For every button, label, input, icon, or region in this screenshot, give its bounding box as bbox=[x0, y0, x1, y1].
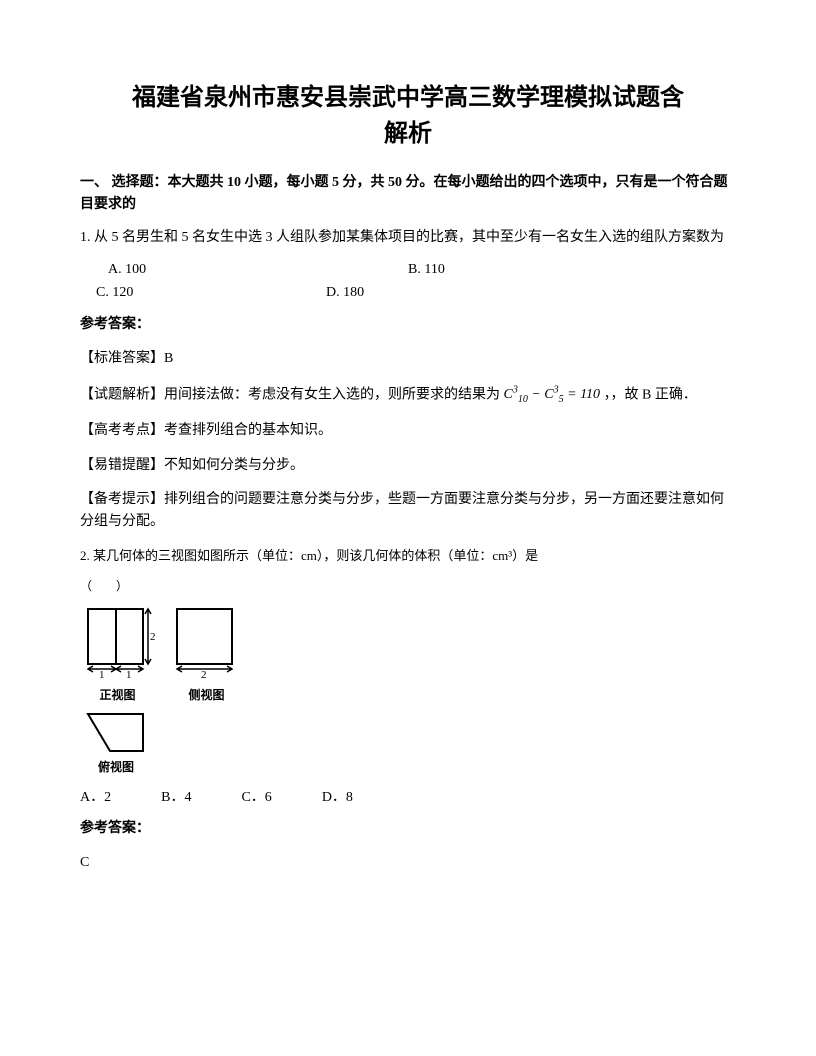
q2-optC: C．6 bbox=[241, 787, 271, 809]
q2-answer: C bbox=[80, 852, 736, 874]
side-view-svg: 2 bbox=[169, 606, 244, 684]
top-view: 俯视图 bbox=[80, 711, 736, 777]
q1-exam-point: 【高考考点】考查排列组合的基本知识。 bbox=[80, 420, 736, 442]
q2-answer-label: 参考答案： bbox=[80, 818, 736, 840]
front-w2-dim: 1 bbox=[126, 669, 132, 681]
q2-optA: A．2 bbox=[80, 787, 111, 809]
top-view-svg bbox=[80, 711, 150, 756]
q2-text: 2. 某几何体的三视图如图所示（单位：cm），则该几何体的体积（单位：cm³）是 bbox=[80, 546, 736, 567]
title-line2: 解析 bbox=[384, 121, 432, 147]
section-header: 一、 选择题：本大题共 10 小题，每小题 5 分，共 50 分。在每小题给出的… bbox=[80, 172, 736, 217]
front-view-svg: 2 1 1 bbox=[80, 606, 155, 684]
q2-optD: D．8 bbox=[322, 787, 353, 809]
top-label: 俯视图 bbox=[98, 758, 134, 777]
q1-analysis-prefix: 【试题解析】用间接法做：考虑没有女生入选的，则所要求的结果为 bbox=[80, 387, 500, 402]
front-view: 2 1 1 正视图 bbox=[80, 606, 155, 705]
q1-analysis: 【试题解析】用间接法做：考虑没有女生入选的，则所要求的结果为 C310 − C3… bbox=[80, 383, 736, 408]
side-label: 侧视图 bbox=[188, 686, 224, 705]
q1-answer-label: 参考答案： bbox=[80, 314, 736, 336]
front-h-dim: 2 bbox=[150, 631, 155, 643]
title-line1: 福建省泉州市惠安县崇武中学高三数学理模拟试题含 bbox=[132, 85, 684, 111]
side-view: 2 侧视图 bbox=[169, 606, 244, 705]
q1-optC: C. 120 bbox=[96, 282, 326, 304]
q2-options: A．2 B．4 C．6 D．8 bbox=[80, 787, 736, 809]
q1-optA: A. 100 bbox=[108, 259, 408, 281]
q2-optB: B．4 bbox=[161, 787, 191, 809]
q1-optD: D. 180 bbox=[326, 282, 364, 304]
q1-std-answer: 【标准答案】B bbox=[80, 348, 736, 370]
three-views-diagram: 2 1 1 正视图 2 侧视图 bbox=[80, 606, 736, 777]
q1-options: A. 100 B. 110 C. 120 D. 180 bbox=[80, 259, 736, 304]
q2-blank: （ ） bbox=[80, 577, 736, 596]
q1-error-tip: 【易错提醒】不知如何分类与分步。 bbox=[80, 455, 736, 477]
q1-prep-tip: 【备考提示】排列组合的问题要注意分类与分步，些题一方面要注意分类与分步，另一方面… bbox=[80, 489, 736, 534]
side-w-dim: 2 bbox=[201, 669, 207, 681]
q1-formula: C310 − C35 = 110 bbox=[504, 387, 604, 402]
q1-optB: B. 110 bbox=[408, 259, 445, 281]
q1-analysis-suffix: ，，故 B 正确． bbox=[604, 387, 697, 402]
page-title: 福建省泉州市惠安县崇武中学高三数学理模拟试题含 解析 bbox=[80, 80, 736, 152]
front-label: 正视图 bbox=[99, 686, 135, 705]
front-w1-dim: 1 bbox=[99, 669, 105, 681]
q1-text: 1. 从 5 名男生和 5 名女生中选 3 人组队参加某集体项目的比赛，其中至少… bbox=[80, 227, 736, 249]
